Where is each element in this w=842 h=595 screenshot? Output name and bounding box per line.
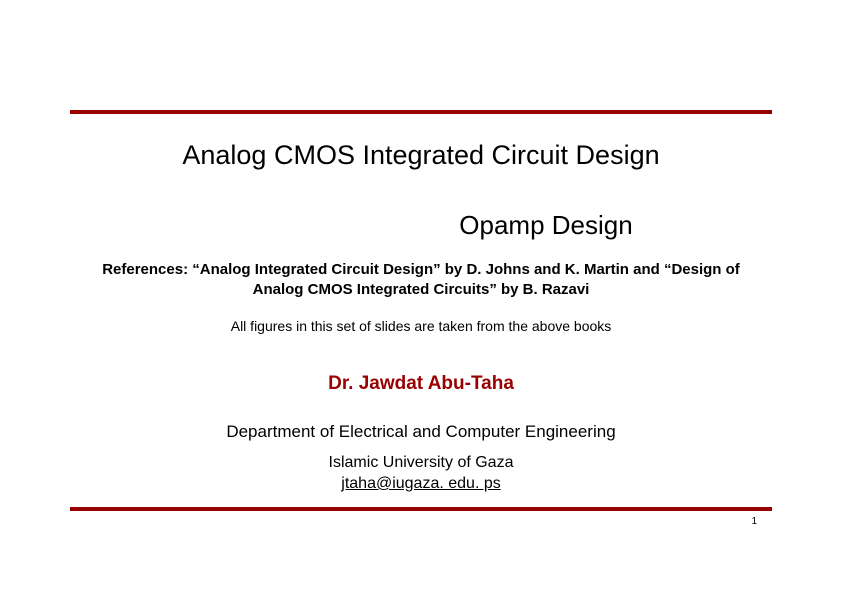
figures-note: All figures in this set of slides are ta… (0, 318, 842, 334)
bottom-divider (70, 507, 772, 511)
department-name: Department of Electrical and Computer En… (0, 422, 842, 442)
university-name: Islamic University of Gaza (0, 454, 842, 472)
references-text: References: “Analog Integrated Circuit D… (95, 260, 747, 301)
author-email: jtaha@iugaza. edu. ps (0, 475, 842, 493)
author-name: Dr. Jawdat Abu-Taha (0, 373, 842, 395)
top-divider (70, 110, 772, 114)
slide-subtitle: Opamp Design (0, 210, 842, 241)
slide-container: Analog CMOS Integrated Circuit Design Op… (0, 0, 842, 595)
slide-title: Analog CMOS Integrated Circuit Design (0, 140, 842, 171)
page-number: 1 (751, 516, 757, 527)
